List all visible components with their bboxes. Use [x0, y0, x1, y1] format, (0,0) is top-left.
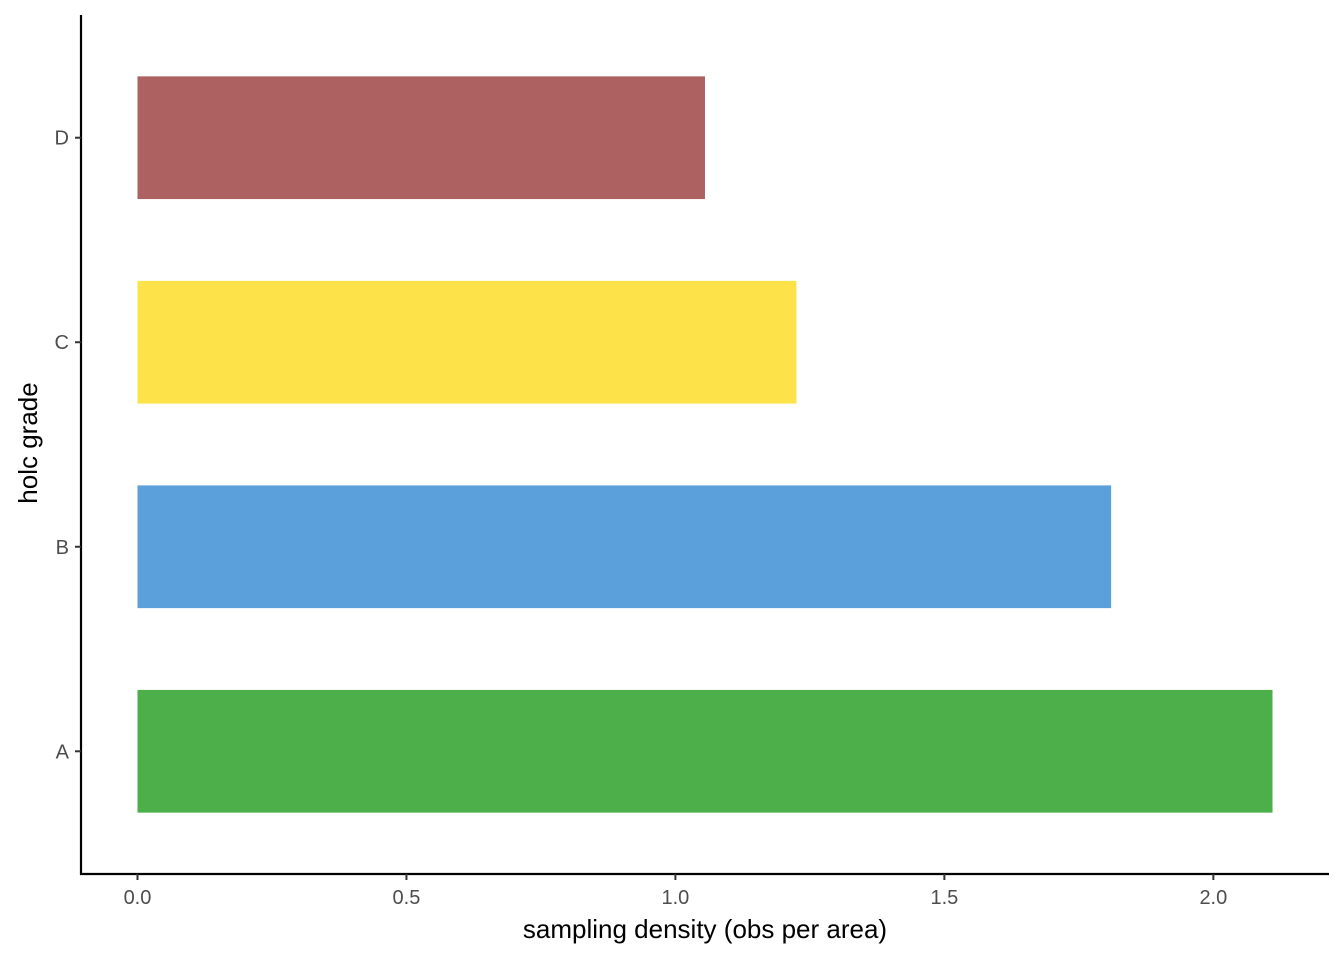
- y-tick-label: D: [55, 128, 69, 150]
- y-tick-label: C: [55, 332, 69, 354]
- bar-b: [137, 485, 1112, 609]
- x-tick-label: 1.0: [662, 887, 690, 909]
- y-tick-label: A: [56, 741, 70, 763]
- x-tick-label: 0.0: [124, 887, 152, 909]
- y-tick-label: B: [56, 537, 69, 559]
- bar-a: [137, 689, 1273, 813]
- x-tick-label: 0.5: [393, 887, 421, 909]
- x-tick-label: 2.0: [1199, 887, 1227, 909]
- x-tick-label: 1.5: [930, 887, 958, 909]
- y-axis-title: holc grade: [13, 382, 43, 503]
- x-axis: 0.0 0.5 1.0 1.5 2.0: [80, 872, 1329, 909]
- bar-c: [137, 280, 797, 404]
- bars-layer: [137, 76, 1273, 813]
- bar-d: [137, 76, 705, 200]
- y-axis: A B C D: [55, 15, 83, 875]
- x-axis-title: sampling density (obs per area): [523, 914, 887, 944]
